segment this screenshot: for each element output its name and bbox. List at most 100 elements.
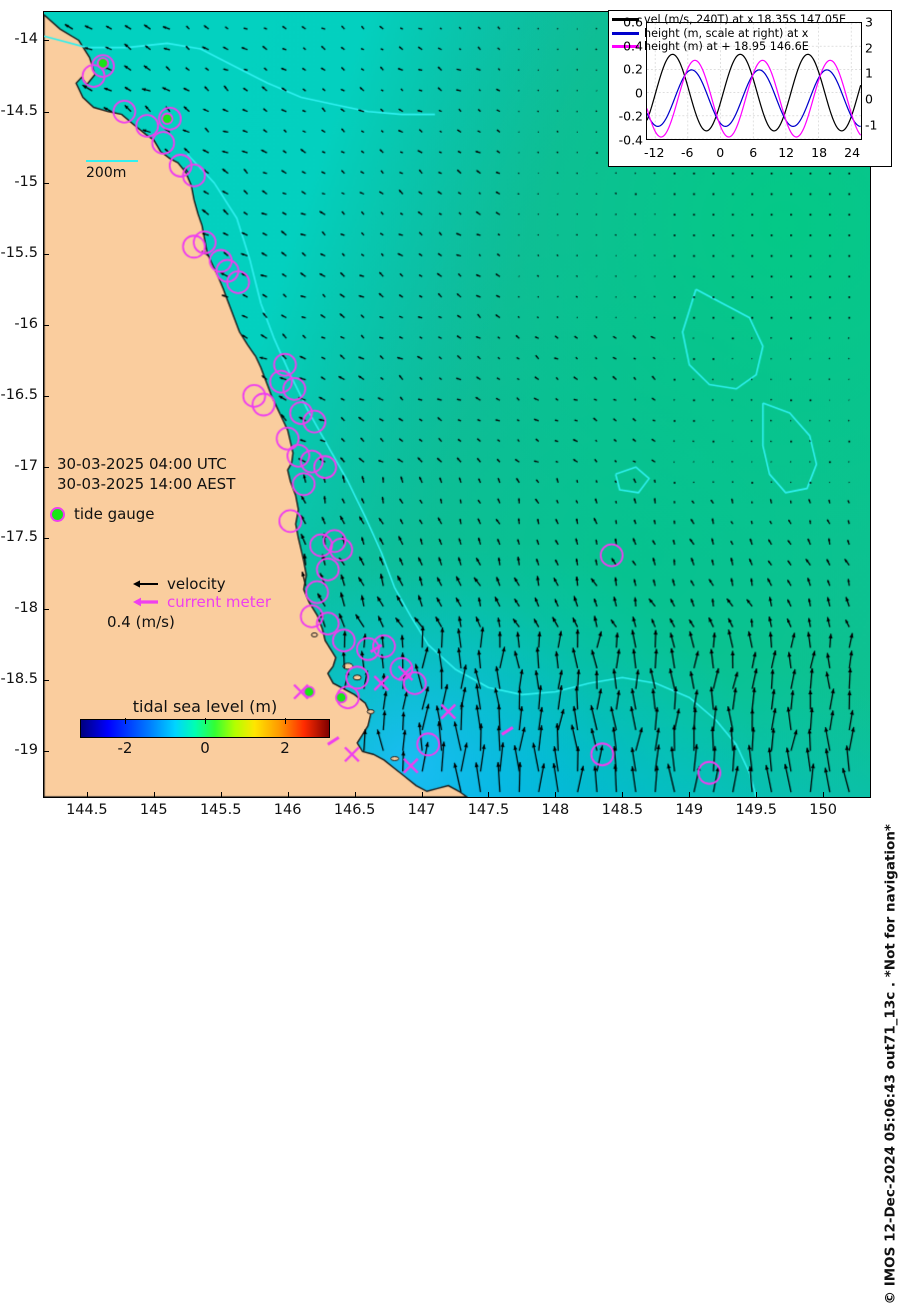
x-tick-label: 144.5 xyxy=(66,802,108,818)
y-tick-mark xyxy=(43,111,49,113)
tide-gauge-marker-icon xyxy=(50,506,65,522)
velocity-legend-row: velocity xyxy=(133,575,271,593)
credit-text: © IMOS 12-Dec-2024 05:06:43 out71_13c . … xyxy=(882,824,898,1304)
tide-gauge-legend-label: tide gauge xyxy=(74,505,155,523)
y-tick-mark xyxy=(43,751,49,753)
y-tick-label: -16 xyxy=(14,315,38,332)
x-tick-mark xyxy=(354,792,356,798)
y-tick-label: -19 xyxy=(14,742,38,759)
depth-contour-label: 200m xyxy=(86,165,127,181)
colorbar-tick-mark xyxy=(125,718,126,724)
x-tick-mark xyxy=(689,792,691,798)
timestamp-overlay: 30-03-2025 04:00 UTC 30-03-2025 14:00 AE… xyxy=(57,454,235,495)
y-tick-mark xyxy=(43,467,49,469)
timestamp-local: 30-03-2025 14:00 AEST xyxy=(57,475,236,494)
inset-y-tick-right: 0 xyxy=(865,91,873,107)
x-tick-mark xyxy=(86,792,88,798)
inset-y-tick-right: 1 xyxy=(865,65,873,81)
colorbar-tick-mark xyxy=(205,718,206,724)
inset-legend-item: vel (m/s, 240T) at x 18.35S 147.05E xyxy=(612,13,846,27)
x-tick-mark xyxy=(153,792,155,798)
y-tick-mark xyxy=(43,395,49,397)
y-tick-mark xyxy=(43,182,49,184)
inset-x-tick: -6 xyxy=(680,145,694,160)
y-tick-mark xyxy=(43,253,49,255)
x-tick-label: 147.5 xyxy=(467,802,510,818)
y-tick-label: -18 xyxy=(14,600,38,617)
y-tick-label: -16.5 xyxy=(0,386,38,403)
y-tick-label: -15.5 xyxy=(0,244,38,261)
inset-x-tick: 18 xyxy=(811,145,828,160)
x-tick-mark xyxy=(756,792,758,798)
x-tick-label: 145 xyxy=(139,802,168,818)
legend-label: vel (m/s, 240T) at x 18.35S 147.05E xyxy=(644,13,847,26)
inset-y-tick-left: 0.2 xyxy=(623,61,643,77)
inset-x-tick: 0 xyxy=(716,145,725,160)
timeseries-inset-chart[interactable]: vel (m/s, 240T) at x 18.35S 147.05E heigh… xyxy=(608,10,892,167)
colorbar-title: tidal sea level (m) xyxy=(132,697,278,716)
y-tick-label: -17 xyxy=(14,458,38,475)
current-meter-legend-row: current meter xyxy=(133,593,271,611)
legend-label: height (m) at + 18.95 146.6E xyxy=(644,40,809,53)
inset-x-tick: -12 xyxy=(644,145,665,160)
inset-legend-item: height (m) at + 18.95 146.6E xyxy=(612,40,846,54)
x-tick-mark xyxy=(220,792,222,798)
inset-x-tick: 24 xyxy=(844,145,861,160)
velocity-legend: velocity current meter 0.4 (m/s) xyxy=(107,575,271,631)
y-tick-label: -18.5 xyxy=(0,671,38,688)
inset-plot-area xyxy=(646,22,862,140)
y-tick-label: -14.5 xyxy=(0,102,38,119)
x-tick-label: 149.5 xyxy=(735,802,777,818)
colorbar-ticks: -2 0 2 xyxy=(80,718,330,758)
legend-color-swatch xyxy=(612,18,639,22)
x-tick-mark xyxy=(287,792,289,798)
inset-curves xyxy=(647,23,861,139)
inset-y-tick-left: -0.4 xyxy=(618,132,643,148)
timestamp-utc: 30-03-2025 04:00 UTC xyxy=(57,455,227,473)
velocity-scale-label: 0.4 (m/s) xyxy=(107,613,175,631)
inset-y-tick-left: 0.4 xyxy=(623,38,643,54)
colorbar-tick-mark xyxy=(285,718,286,724)
x-tick-mark xyxy=(555,792,557,798)
velocity-arrow-icon xyxy=(133,580,158,588)
x-tick-label: 146 xyxy=(273,802,302,818)
x-tick-label: 145.5 xyxy=(199,802,242,818)
inset-y-tick-left: -0.2 xyxy=(618,108,643,124)
inset-y-tick-right: 3 xyxy=(865,14,873,30)
tidal-model-figure: -14 -14.5 -15 -15.5 -16 -16.5 -17 -17.5 -18 -18.5… xyxy=(0,10,898,1304)
x-tick-mark xyxy=(622,792,624,798)
current-meter-legend-label: current meter xyxy=(167,593,271,611)
inset-legend: vel (m/s, 240T) at x 18.35S 147.05E heigh… xyxy=(612,13,846,54)
inset-y-tick-right: -1 xyxy=(865,117,878,133)
colorbar-tick-label: 0 xyxy=(200,739,210,757)
depth-contour-key: 200m xyxy=(86,160,138,181)
velocity-legend-label: velocity xyxy=(167,575,226,593)
x-tick-label: 148 xyxy=(541,802,570,818)
tide-gauge-legend: tide gauge xyxy=(50,505,155,523)
inset-x-tick: 6 xyxy=(749,145,758,160)
y-tick-mark xyxy=(43,680,49,682)
inset-y-tick-left: 0.6 xyxy=(623,14,643,30)
y-tick-mark xyxy=(43,538,49,540)
inset-x-tick: 12 xyxy=(778,145,795,160)
colorbar-tick-label: 2 xyxy=(280,739,290,757)
legend-color-swatch xyxy=(612,45,639,49)
x-tick-label: 150 xyxy=(809,802,837,818)
x-tick-label: 146.5 xyxy=(333,802,376,818)
y-tick-label: -15 xyxy=(14,173,38,190)
x-tick-label: 149 xyxy=(675,802,704,818)
x-tick-label: 148.5 xyxy=(601,802,644,818)
y-tick-mark xyxy=(43,324,49,326)
y-tick-label: -17.5 xyxy=(0,529,38,546)
y-tick-label: -14 xyxy=(14,31,38,48)
depth-contour-line-icon xyxy=(86,160,138,162)
y-tick-mark xyxy=(43,40,49,42)
colorbar: tidal sea level (m) -2 0 2 xyxy=(80,697,330,758)
colorbar-tick-label: -2 xyxy=(117,739,133,757)
x-tick-mark xyxy=(421,792,423,798)
legend-color-swatch xyxy=(612,31,639,35)
x-tick-mark xyxy=(488,792,490,798)
inset-y-tick-left: 0 xyxy=(635,85,643,101)
legend-label: height (m, scale at right) at x xyxy=(644,26,809,40)
x-tick-mark xyxy=(823,792,825,798)
